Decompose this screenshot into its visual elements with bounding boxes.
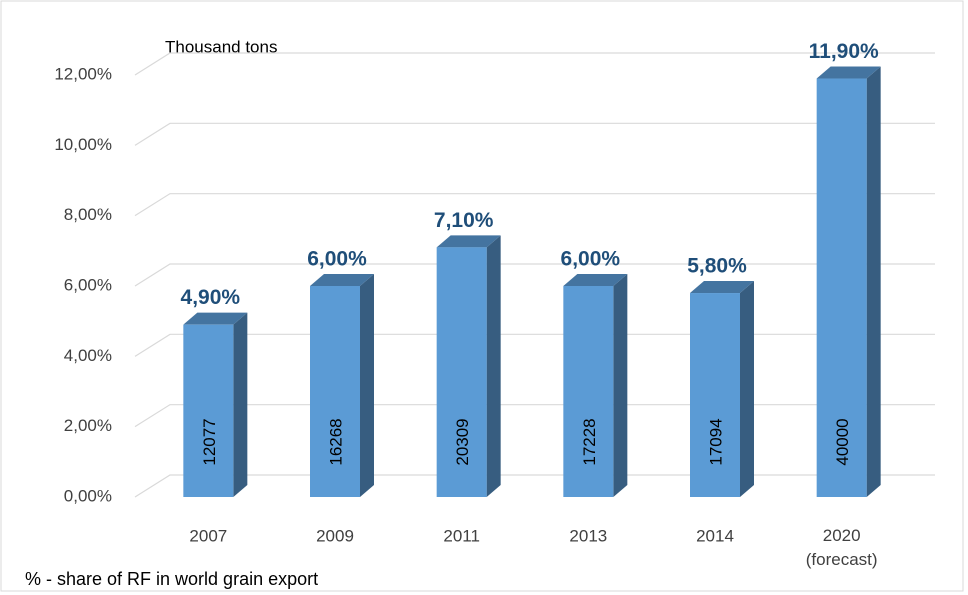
bar-side — [740, 281, 754, 497]
bar — [690, 293, 740, 497]
grid-line — [134, 52, 935, 76]
bar-top — [690, 281, 754, 294]
bar-top — [183, 312, 248, 325]
tons-label: 40000 — [833, 418, 852, 465]
value-label: 7,10% — [434, 209, 494, 232]
value-label: 6,00% — [307, 248, 367, 271]
bar — [563, 286, 614, 497]
value-label: 11,90% — [809, 40, 879, 63]
grid-line — [134, 263, 935, 287]
bar-side — [613, 274, 628, 497]
x-tick-label: 2020 (forecast) — [806, 526, 878, 569]
y-tick-label: 4,00% — [64, 346, 112, 365]
grid-line — [134, 474, 935, 498]
x-tick-label: 2014 — [696, 526, 734, 545]
x-tick-label: 2013 — [569, 526, 607, 545]
y-tick-label: 6,00% — [64, 275, 112, 294]
y-tick-label: 0,00% — [64, 486, 112, 505]
bar-side — [866, 66, 881, 498]
grid-line — [134, 333, 935, 357]
grid-line — [134, 193, 935, 217]
tons-label: 17228 — [580, 418, 599, 465]
tons-label: 12077 — [200, 418, 219, 465]
caption: % - share of RF in world grain export — [25, 569, 318, 589]
x-tick-label: 2007 — [189, 526, 227, 545]
annotation: Thousand tons — [165, 37, 277, 56]
y-tick-label: 10,00% — [54, 135, 112, 154]
bar-top — [563, 274, 628, 286]
x-tick-label: 2011 — [443, 526, 480, 545]
y-tick-label: 2,00% — [64, 416, 112, 435]
tons-label: 16268 — [326, 418, 345, 465]
y-tick-label: 8,00% — [64, 205, 112, 224]
grid-line — [134, 404, 935, 428]
value-label: 5,80% — [687, 255, 747, 278]
grid-line — [134, 122, 935, 146]
bar — [183, 324, 234, 497]
bar — [310, 286, 360, 497]
bar — [436, 247, 487, 497]
x-tick-label-line: (forecast) — [806, 550, 878, 569]
bar-side — [486, 235, 501, 498]
tons-label: 17094 — [706, 418, 725, 465]
bar — [816, 78, 867, 498]
bar-side — [360, 274, 374, 497]
bar-top — [436, 235, 501, 248]
bar-side — [233, 312, 248, 497]
x-tick-label-line: 2020 — [823, 526, 861, 545]
x-tick-label: 2009 — [316, 526, 354, 545]
bar-top — [310, 274, 374, 286]
tons-label: 20309 — [453, 418, 472, 465]
bar-top — [816, 66, 881, 79]
value-label: 6,00% — [561, 248, 621, 271]
value-label: 4,90% — [181, 286, 241, 309]
y-tick-label: 12,00% — [54, 64, 112, 83]
